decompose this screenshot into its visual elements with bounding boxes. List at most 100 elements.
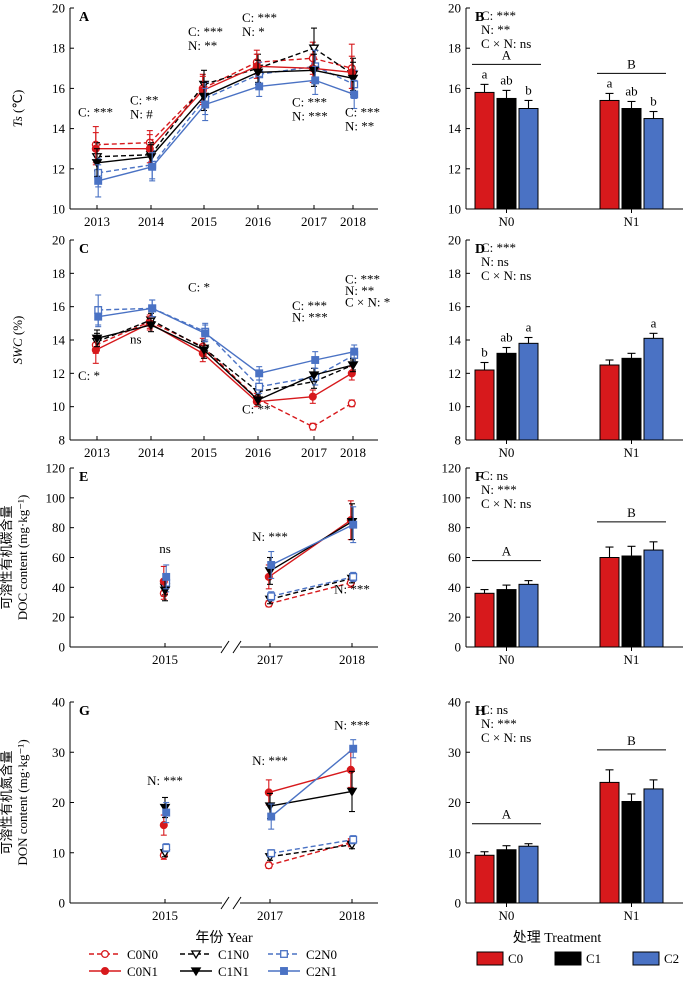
x-tick-label: 2017 <box>301 445 328 460</box>
y-tick-label: 20 <box>52 795 65 810</box>
series-c2n0 <box>162 571 358 602</box>
series-line-segment <box>269 577 353 600</box>
significance-annotation: C: *** <box>292 298 327 313</box>
data-point <box>264 802 276 812</box>
series-line-segment <box>313 364 354 376</box>
group-letter: B <box>627 733 636 748</box>
legend-item-c1n1: C1N1 <box>180 964 249 979</box>
legend-label: C2N1 <box>306 964 337 979</box>
y-tick-label: 120 <box>46 461 66 476</box>
y-tick-label: 0 <box>59 896 66 911</box>
legend-bars: C0 C1 C2 <box>476 951 679 966</box>
series-line-segment <box>202 65 258 92</box>
y-axis-title: Ts (℃) <box>10 90 25 128</box>
bar-letter: b <box>525 82 532 97</box>
series-line-segment <box>96 156 152 164</box>
y-tick-label: 8 <box>59 433 66 448</box>
series-line-segment <box>256 57 313 63</box>
bar-c0-n0 <box>474 854 495 904</box>
bar-c2-n1 <box>643 549 664 648</box>
x-tick-label: 2016 <box>245 214 272 229</box>
panel-label: D <box>475 242 485 257</box>
series-c2n0 <box>162 835 358 858</box>
bar-c0-n1 <box>599 557 620 648</box>
series-line-segment <box>203 347 259 393</box>
data-point <box>145 321 157 331</box>
series-line-segment <box>268 842 351 866</box>
data-point <box>349 744 358 753</box>
bar-letter: a <box>482 66 488 81</box>
series-c2n1 <box>162 506 358 590</box>
significance-annotation: N: *** <box>334 718 370 733</box>
y-tick-label: 14 <box>448 121 462 136</box>
series-line-segment <box>256 65 313 69</box>
stats-line: N: *** <box>481 716 517 731</box>
significance-annotation: C: ** <box>130 92 159 107</box>
y-tick-label: 10 <box>448 202 461 217</box>
significance-annotation: N: *** <box>147 773 183 788</box>
series-line-segment <box>271 838 354 854</box>
data-point <box>311 356 320 364</box>
series-line-segment <box>202 61 258 90</box>
series-line-segment <box>313 364 354 383</box>
bar-letter: ab <box>500 330 512 345</box>
data-point <box>267 849 276 858</box>
data-point <box>148 304 157 313</box>
significance-annotation: C: * <box>78 368 100 383</box>
series-line-segment <box>96 324 152 340</box>
stats-line: C: ns <box>481 468 508 483</box>
y-axis-title-line: DON content (mg·kg⁻¹) <box>15 739 30 865</box>
significance-annotation: N: *** <box>252 753 288 768</box>
significance-annotation: N: *** <box>292 109 328 124</box>
data-point <box>347 369 356 378</box>
series-line-segment <box>268 582 351 605</box>
group-letter: A <box>502 47 512 62</box>
axis-break-mark <box>232 640 242 654</box>
y-tick-label: 10 <box>52 845 65 860</box>
significance-annotation: ns <box>130 331 142 346</box>
series-line-segment <box>150 83 205 156</box>
data-point <box>255 82 264 91</box>
stats-line: C × N: ns <box>481 36 531 51</box>
significance-annotation: C: * <box>188 280 210 295</box>
data-point <box>252 396 264 406</box>
series-c1n1 <box>159 770 358 820</box>
legend-marker <box>280 967 288 975</box>
series-line-segment <box>269 521 353 572</box>
x-tick-label: N1 <box>624 214 640 229</box>
series-line-segment <box>95 141 150 146</box>
legend-item-c2: C2 <box>632 951 679 966</box>
series-line-segment <box>151 104 206 168</box>
series-line-segment <box>312 372 353 398</box>
y-axis-title-var: SWC <box>10 338 25 364</box>
x-tick-label: 2015 <box>191 214 217 229</box>
data-point <box>346 787 358 797</box>
significance-annotation: C: *** <box>242 10 277 25</box>
panel-label: A <box>79 10 90 25</box>
bar-c1-n1 <box>621 555 642 648</box>
series-line-segment <box>96 154 152 158</box>
legend-label: C0 <box>508 951 523 966</box>
series-c1n0 <box>91 312 359 398</box>
x-tick-label: 2017 <box>301 214 328 229</box>
bar-c2-n1 <box>643 337 664 441</box>
y-axis-title-unit: (℃) <box>10 90 25 117</box>
y-tick-label: 0 <box>455 640 462 655</box>
group-letter: A <box>502 807 512 822</box>
significance-annotation: C × N: * <box>345 295 390 310</box>
data-point <box>349 572 358 581</box>
series-line-segment <box>268 519 352 578</box>
x-tick-label: 2015 <box>152 652 178 667</box>
bar-c2-n0 <box>518 108 539 210</box>
series-line-segment <box>203 71 259 98</box>
y-axis-title-var: Ts <box>10 116 25 127</box>
legend-item-c1n0: C1N0 <box>180 947 249 962</box>
legend-label: C1N1 <box>218 964 249 979</box>
data-point <box>308 422 317 431</box>
series-c2n1 <box>94 299 359 381</box>
series-line-segment <box>256 395 313 403</box>
y-axis-title-unit: (%) <box>10 316 25 339</box>
data-point <box>350 347 359 356</box>
